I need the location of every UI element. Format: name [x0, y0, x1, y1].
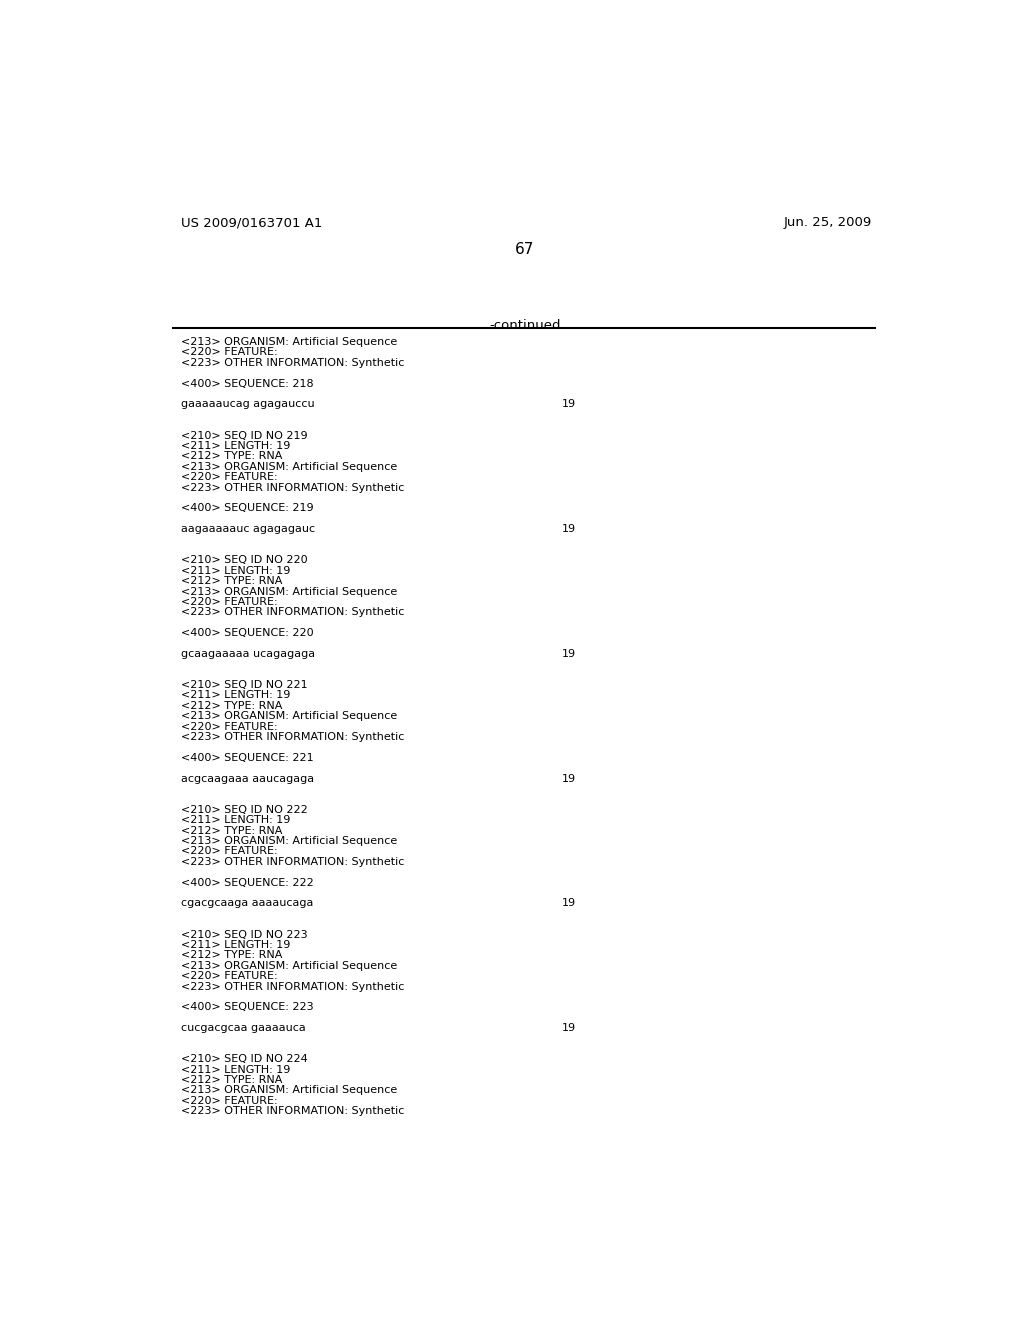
Text: <212> TYPE: RNA: <212> TYPE: RNA	[180, 701, 282, 711]
Text: <220> FEATURE:: <220> FEATURE:	[180, 722, 278, 731]
Text: 19: 19	[562, 774, 577, 784]
Text: 19: 19	[562, 400, 577, 409]
Text: <220> FEATURE:: <220> FEATURE:	[180, 473, 278, 482]
Text: <210> SEQ ID NO 223: <210> SEQ ID NO 223	[180, 929, 307, 940]
Text: <212> TYPE: RNA: <212> TYPE: RNA	[180, 825, 282, 836]
Text: Jun. 25, 2009: Jun. 25, 2009	[783, 216, 872, 230]
Text: <213> ORGANISM: Artificial Sequence: <213> ORGANISM: Artificial Sequence	[180, 1085, 397, 1096]
Text: US 2009/0163701 A1: US 2009/0163701 A1	[180, 216, 323, 230]
Text: <211> LENGTH: 19: <211> LENGTH: 19	[180, 940, 290, 950]
Text: <211> LENGTH: 19: <211> LENGTH: 19	[180, 1065, 290, 1074]
Text: <210> SEQ ID NO 224: <210> SEQ ID NO 224	[180, 1055, 307, 1064]
Text: <213> ORGANISM: Artificial Sequence: <213> ORGANISM: Artificial Sequence	[180, 836, 397, 846]
Text: <220> FEATURE:: <220> FEATURE:	[180, 1096, 278, 1106]
Text: <210> SEQ ID NO 220: <210> SEQ ID NO 220	[180, 556, 307, 565]
Text: <223> OTHER INFORMATION: Synthetic: <223> OTHER INFORMATION: Synthetic	[180, 607, 404, 618]
Text: gcaagaaaaa ucagagaga: gcaagaaaaa ucagagaga	[180, 649, 314, 659]
Text: -continued: -continued	[489, 318, 560, 331]
Text: 19: 19	[562, 1023, 577, 1034]
Text: <212> TYPE: RNA: <212> TYPE: RNA	[180, 576, 282, 586]
Text: <211> LENGTH: 19: <211> LENGTH: 19	[180, 816, 290, 825]
Text: <223> OTHER INFORMATION: Synthetic: <223> OTHER INFORMATION: Synthetic	[180, 733, 404, 742]
Text: 19: 19	[562, 524, 577, 535]
Text: <220> FEATURE:: <220> FEATURE:	[180, 597, 278, 607]
Text: <220> FEATURE:: <220> FEATURE:	[180, 972, 278, 981]
Text: <223> OTHER INFORMATION: Synthetic: <223> OTHER INFORMATION: Synthetic	[180, 1106, 404, 1117]
Text: <212> TYPE: RNA: <212> TYPE: RNA	[180, 1074, 282, 1085]
Text: <400> SEQUENCE: 221: <400> SEQUENCE: 221	[180, 752, 313, 763]
Text: <400> SEQUENCE: 218: <400> SEQUENCE: 218	[180, 379, 313, 388]
Text: <400> SEQUENCE: 222: <400> SEQUENCE: 222	[180, 878, 313, 887]
Text: <211> LENGTH: 19: <211> LENGTH: 19	[180, 690, 290, 701]
Text: <400> SEQUENCE: 219: <400> SEQUENCE: 219	[180, 503, 313, 513]
Text: <400> SEQUENCE: 223: <400> SEQUENCE: 223	[180, 1002, 313, 1012]
Text: 67: 67	[515, 242, 535, 256]
Text: <223> OTHER INFORMATION: Synthetic: <223> OTHER INFORMATION: Synthetic	[180, 358, 404, 368]
Text: <220> FEATURE:: <220> FEATURE:	[180, 347, 278, 358]
Text: <211> LENGTH: 19: <211> LENGTH: 19	[180, 566, 290, 576]
Text: <210> SEQ ID NO 219: <210> SEQ ID NO 219	[180, 430, 307, 441]
Text: <212> TYPE: RNA: <212> TYPE: RNA	[180, 451, 282, 462]
Text: 19: 19	[562, 899, 577, 908]
Text: <211> LENGTH: 19: <211> LENGTH: 19	[180, 441, 290, 451]
Text: <212> TYPE: RNA: <212> TYPE: RNA	[180, 950, 282, 961]
Text: <213> ORGANISM: Artificial Sequence: <213> ORGANISM: Artificial Sequence	[180, 337, 397, 347]
Text: <400> SEQUENCE: 220: <400> SEQUENCE: 220	[180, 628, 313, 638]
Text: acgcaagaaa aaucagaga: acgcaagaaa aaucagaga	[180, 774, 313, 784]
Text: <213> ORGANISM: Artificial Sequence: <213> ORGANISM: Artificial Sequence	[180, 961, 397, 970]
Text: <223> OTHER INFORMATION: Synthetic: <223> OTHER INFORMATION: Synthetic	[180, 857, 404, 867]
Text: cgacgcaaga aaaaucaga: cgacgcaaga aaaaucaga	[180, 899, 313, 908]
Text: gaaaaaucag agagauccu: gaaaaaucag agagauccu	[180, 400, 314, 409]
Text: <210> SEQ ID NO 221: <210> SEQ ID NO 221	[180, 680, 307, 690]
Text: cucgacgcaa gaaaauca: cucgacgcaa gaaaauca	[180, 1023, 305, 1034]
Text: <210> SEQ ID NO 222: <210> SEQ ID NO 222	[180, 805, 307, 814]
Text: <223> OTHER INFORMATION: Synthetic: <223> OTHER INFORMATION: Synthetic	[180, 483, 404, 492]
Text: <213> ORGANISM: Artificial Sequence: <213> ORGANISM: Artificial Sequence	[180, 711, 397, 721]
Text: <213> ORGANISM: Artificial Sequence: <213> ORGANISM: Artificial Sequence	[180, 586, 397, 597]
Text: 19: 19	[562, 649, 577, 659]
Text: <220> FEATURE:: <220> FEATURE:	[180, 846, 278, 857]
Text: <213> ORGANISM: Artificial Sequence: <213> ORGANISM: Artificial Sequence	[180, 462, 397, 471]
Text: aagaaaaauc agagagauc: aagaaaaauc agagagauc	[180, 524, 314, 535]
Text: <223> OTHER INFORMATION: Synthetic: <223> OTHER INFORMATION: Synthetic	[180, 982, 404, 991]
